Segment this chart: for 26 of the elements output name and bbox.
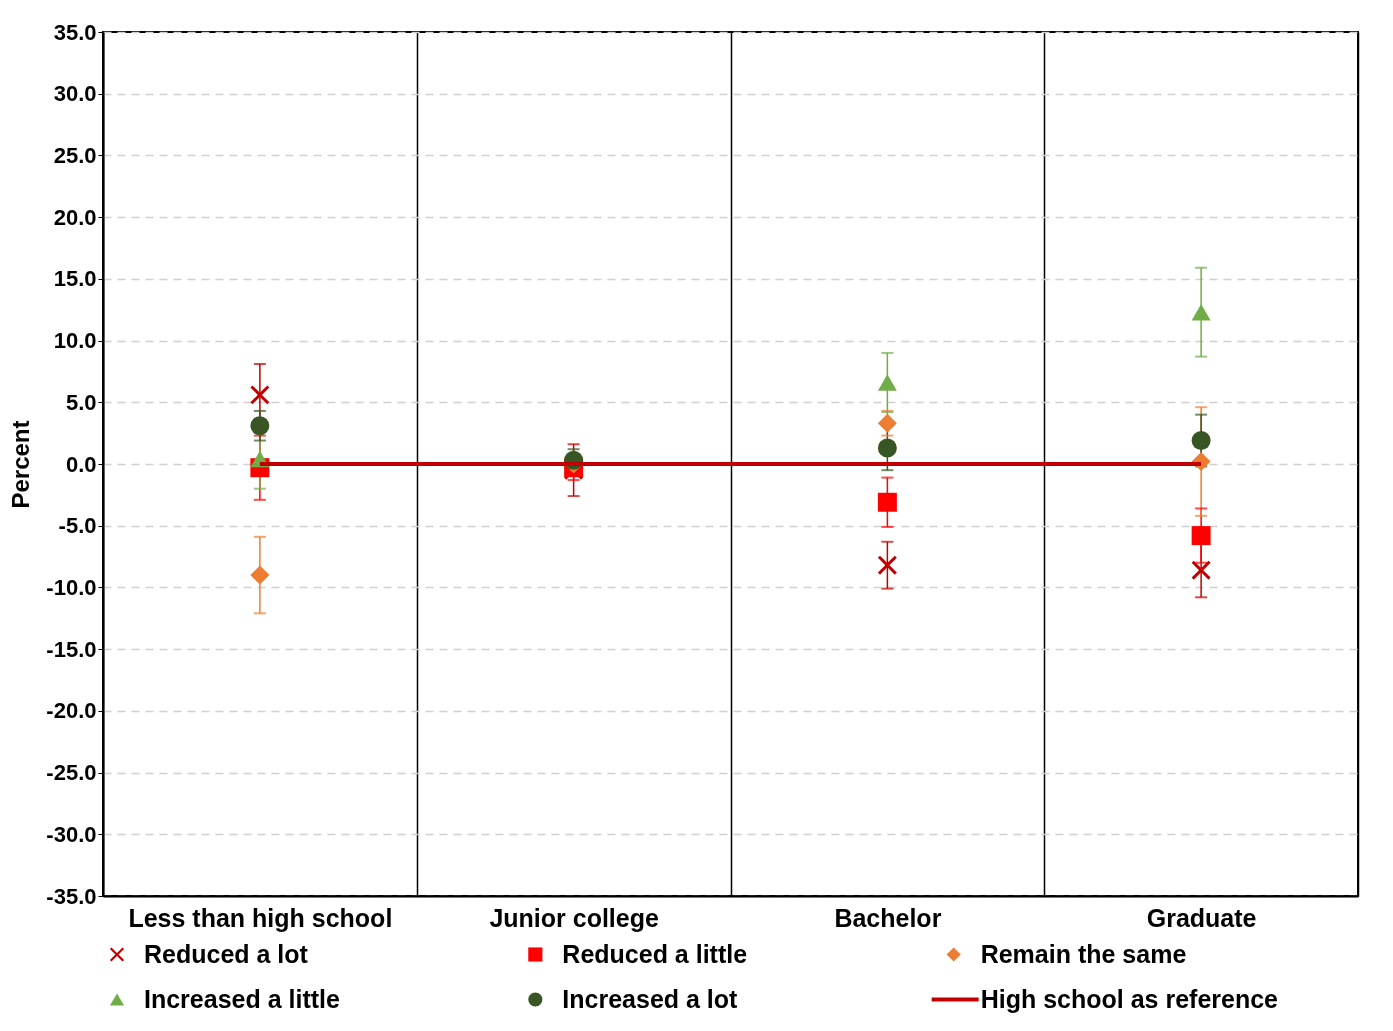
y-tick-label: 25.0: [53, 142, 97, 168]
y-tick-label: -35.0: [46, 883, 97, 909]
y-tick-label: -10.0: [46, 574, 97, 600]
x-tick-label: Bachelor: [834, 903, 942, 932]
y-tick-label: 15.0: [53, 266, 97, 292]
legend-label: Reduced a lot: [144, 939, 309, 968]
legend-label: High school as reference: [980, 984, 1279, 1013]
x-tick-label: Less than high school: [128, 903, 393, 932]
y-tick-label: 0.0: [65, 451, 97, 477]
y-tick-label: -25.0: [46, 760, 97, 786]
legend-label: Increased a little: [144, 984, 341, 1013]
x-tick-label: Junior college: [489, 903, 659, 932]
y-tick-label: 35.0: [53, 19, 97, 45]
y-axis-title: Percent: [7, 420, 35, 509]
legend-label: Increased a lot: [562, 984, 739, 1013]
y-tick-label: 30.0: [53, 81, 97, 107]
y-tick-label: -15.0: [46, 636, 97, 662]
y-tick-label: -30.0: [46, 821, 97, 847]
y-tick-label: 20.0: [53, 204, 97, 230]
legend-label: Remain the same: [980, 939, 1187, 968]
legend-label: Reduced a little: [562, 939, 748, 968]
y-tick-label: -5.0: [58, 513, 97, 539]
y-tick-label: -20.0: [46, 698, 97, 724]
y-tick-label: 5.0: [65, 389, 97, 415]
y-tick-label: 10.0: [53, 328, 97, 354]
x-tick-label: Graduate: [1146, 903, 1257, 932]
